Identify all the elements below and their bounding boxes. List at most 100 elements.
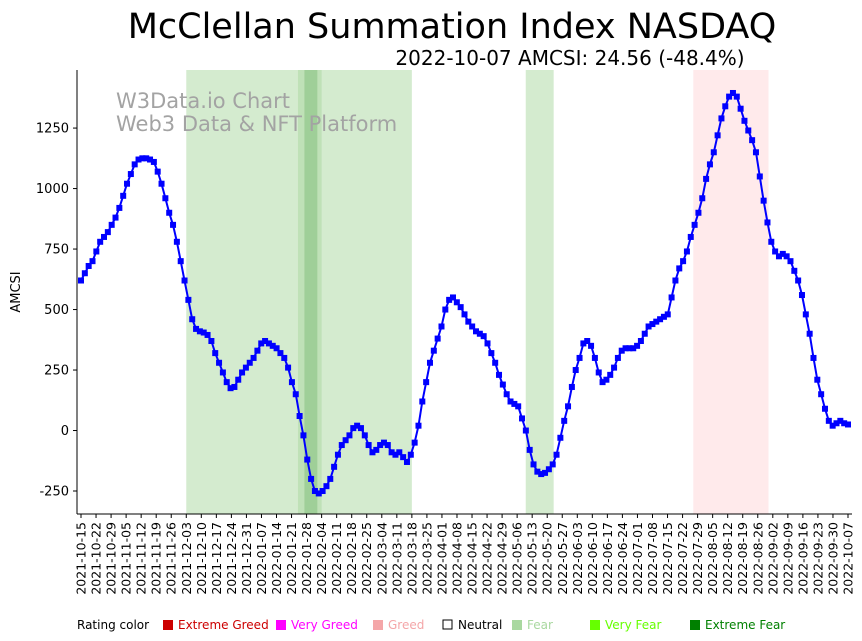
data-point	[154, 168, 161, 175]
data-point	[361, 432, 368, 439]
data-point	[534, 468, 541, 475]
data-point	[515, 403, 522, 410]
x-tick-label: 2022-03-04	[374, 522, 389, 595]
x-tick-label: 2022-02-18	[344, 522, 359, 595]
data-point	[733, 93, 740, 100]
data-point	[511, 400, 518, 407]
data-point	[549, 461, 556, 468]
legend-label-greed: Greed	[388, 618, 424, 632]
x-tick-label: 2022-08-19	[735, 522, 750, 595]
data-point	[93, 248, 100, 255]
x-tick-label: 2021-12-17	[209, 522, 224, 595]
data-point	[419, 398, 426, 405]
data-point	[388, 449, 395, 456]
data-point	[775, 253, 782, 260]
data-point	[737, 105, 744, 112]
data-point	[357, 425, 364, 432]
x-tick-label: 2022-01-28	[299, 522, 314, 595]
data-point	[703, 175, 710, 182]
data-point	[538, 471, 545, 478]
data-point	[473, 328, 480, 335]
data-point	[783, 253, 790, 260]
data-point	[350, 425, 357, 432]
data-point	[108, 221, 115, 228]
x-tick-label: 2022-10-07	[841, 522, 856, 595]
data-point	[242, 364, 249, 371]
data-point	[626, 345, 633, 352]
data-point	[227, 385, 234, 392]
data-point	[599, 379, 606, 386]
shaded-regions	[186, 70, 769, 514]
data-point	[235, 376, 242, 383]
x-tick-label: 2022-02-04	[314, 522, 329, 595]
data-point	[580, 340, 587, 347]
chart-title: McClellan Summation Index NASDAQ	[128, 7, 777, 47]
x-tick-label: 2022-08-05	[705, 522, 720, 595]
data-point	[706, 161, 713, 168]
data-point	[568, 383, 575, 390]
data-point	[480, 333, 487, 340]
data-point	[331, 463, 338, 470]
data-point	[714, 132, 721, 139]
data-point	[281, 354, 288, 361]
data-point	[97, 238, 104, 245]
x-tick-label: 2021-12-24	[224, 522, 239, 595]
data-point	[139, 155, 146, 162]
x-tick-label: 2021-11-19	[149, 522, 164, 595]
x-tick-label: 2021-12-10	[194, 522, 209, 595]
x-tick-label: 2022-04-08	[449, 522, 464, 595]
y-tick-label: -250	[39, 485, 69, 500]
x-tick-label: 2022-05-13	[525, 522, 540, 595]
data-point	[806, 330, 813, 337]
data-point	[561, 417, 568, 424]
x-tick-label: 2022-01-14	[269, 522, 284, 595]
y-tick-label: 1000	[36, 182, 69, 197]
data-point	[411, 439, 418, 446]
data-point	[530, 461, 537, 468]
data-point	[453, 299, 460, 306]
y-tick-label: 0	[61, 424, 69, 439]
data-point	[104, 229, 111, 236]
data-point	[634, 342, 641, 349]
data-point	[120, 192, 127, 199]
x-tick-label: 2022-08-26	[750, 522, 765, 595]
data-point	[841, 420, 848, 427]
data-point	[798, 292, 805, 299]
data-point	[177, 258, 184, 265]
data-point	[265, 340, 272, 347]
legend-label-very-greed: Very Greed	[291, 618, 358, 632]
data-point	[752, 149, 759, 156]
data-point	[304, 456, 311, 463]
data-point	[403, 458, 410, 465]
data-point	[112, 214, 119, 221]
data-point	[262, 337, 269, 344]
data-point	[373, 446, 380, 453]
x-tick-label: 2022-07-15	[660, 522, 675, 595]
data-point	[691, 221, 698, 228]
data-point	[821, 405, 828, 412]
x-tick-label: 2021-12-31	[239, 522, 254, 595]
data-point	[246, 359, 253, 366]
data-point	[614, 354, 621, 361]
data-point	[319, 488, 326, 495]
x-tick-label: 2022-01-07	[254, 522, 269, 595]
data-point	[833, 420, 840, 427]
data-point	[223, 379, 230, 386]
data-point	[630, 345, 637, 352]
legend: Rating color Extreme Greed Very Greed Gree…	[77, 618, 785, 632]
legend-title: Rating color	[77, 618, 149, 632]
data-point	[296, 413, 303, 420]
legend-label-extreme-fear: Extreme Fear	[705, 618, 785, 632]
data-point	[591, 354, 598, 361]
data-point	[825, 417, 832, 424]
data-point	[745, 127, 752, 134]
y-tick-label: 750	[44, 243, 69, 258]
data-point	[449, 294, 456, 301]
data-point	[85, 262, 92, 269]
data-point	[676, 265, 683, 272]
data-point	[488, 350, 495, 357]
x-tick-label: 2022-09-16	[795, 522, 810, 595]
data-point	[442, 306, 449, 313]
data-point	[526, 446, 533, 453]
